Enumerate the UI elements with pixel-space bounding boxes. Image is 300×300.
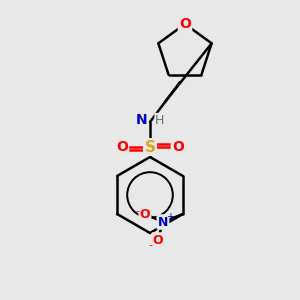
Text: S: S [145, 140, 155, 154]
Text: O: O [179, 17, 191, 31]
Text: N: N [158, 215, 168, 229]
Text: N: N [135, 113, 147, 127]
Text: O: O [116, 140, 128, 154]
Text: +: + [166, 212, 174, 222]
Text: -: - [136, 206, 140, 216]
Text: -: - [149, 240, 153, 250]
Text: O: O [153, 233, 163, 247]
Text: O: O [172, 140, 184, 154]
Text: O: O [140, 208, 150, 220]
Text: H: H [155, 113, 164, 127]
